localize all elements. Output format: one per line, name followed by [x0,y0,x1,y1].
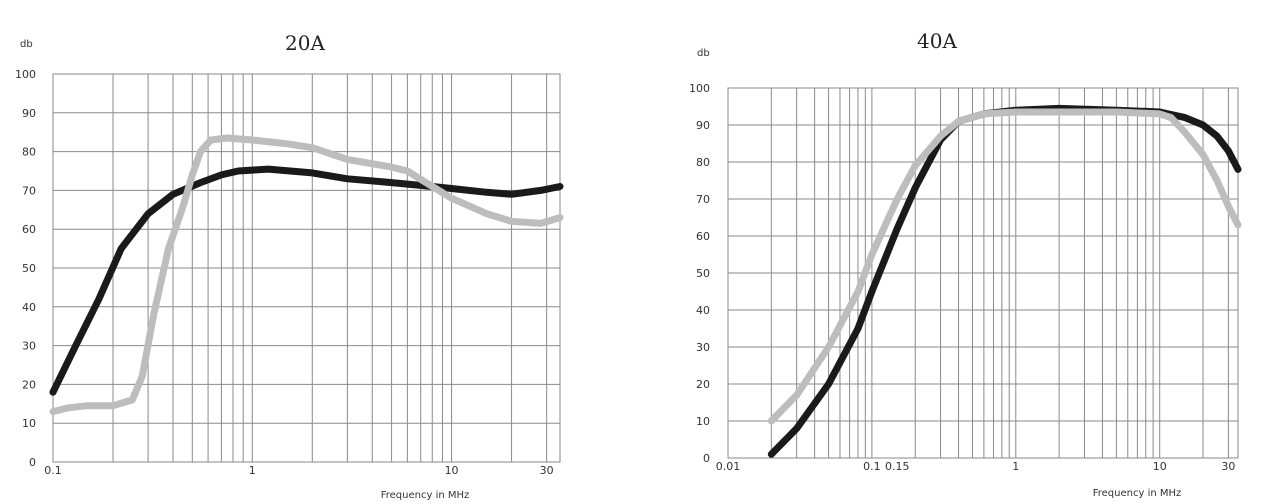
x-tick-label: 1 [1012,460,1019,473]
y-tick-label: 0 [703,452,710,465]
chart-20a-x-label: Frequency in MHz [381,490,470,501]
chart-20a-x-ticks: 0.1 1 10 30 [44,464,553,477]
chart-20a-title: 20A [285,31,325,55]
chart-20a-y-unit: db [20,39,33,50]
chart-40a-y-unit: db [697,48,710,59]
y-tick-label: 90 [22,107,36,120]
y-tick-label: 100 [15,68,36,81]
series-line-1 [49,165,564,396]
y-tick-label: 10 [696,415,710,428]
y-tick-label: 40 [696,304,710,317]
y-tick-label: 80 [696,156,710,169]
y-tick-label: 90 [696,119,710,132]
y-tick-label: 70 [696,193,710,206]
y-tick-label: 50 [696,267,710,280]
y-tick-label: 50 [22,262,36,275]
chart-40a-x-ticks: 0.01 0.1 0.15 1 10 30 [716,460,1236,473]
chart-40a-grid [727,87,1239,459]
y-tick-label: 30 [22,340,36,353]
x-tick-label: 30 [540,464,554,477]
series-line-2 [49,134,564,416]
chart-20a: 0 10 20 30 40 50 60 70 80 90 100 0.1 1 10 30 20A db F… [15,31,564,501]
y-tick-label: 80 [22,146,36,159]
series-line-2 [767,108,1242,425]
y-tick-label: 0 [29,456,36,469]
x-tick-label: 0.01 [716,460,741,473]
y-tick-label: 20 [22,378,36,391]
chart-40a-y-ticks: 0 10 20 30 40 50 60 70 80 90 100 [689,82,710,465]
x-tick-label: 0.1 [863,460,881,473]
y-tick-label: 20 [696,378,710,391]
y-tick-label: 100 [689,82,710,95]
chart-40a-x-label: Frequency in MHz [1093,488,1182,499]
x-tick-label: 1 [249,464,256,477]
chart-20a-lines [49,134,564,416]
x-tick-label: 0.1 [44,464,62,477]
x-tick-label: 30 [1221,460,1235,473]
y-tick-label: 70 [22,184,36,197]
y-tick-label: 40 [22,301,36,314]
series-line-1 [767,104,1242,458]
y-tick-label: 60 [696,230,710,243]
chart-20a-y-ticks: 0 10 20 30 40 50 60 70 80 90 100 [15,68,36,469]
chart-40a-title: 40A [917,29,957,53]
y-tick-label: 10 [22,417,36,430]
y-tick-label: 30 [696,341,710,354]
x-tick-label: 10 [1153,460,1167,473]
y-tick-label: 60 [22,223,36,236]
x-tick-label: 0.15 [885,460,910,473]
chart-40a-lines [767,104,1242,458]
x-tick-label: 10 [445,464,459,477]
